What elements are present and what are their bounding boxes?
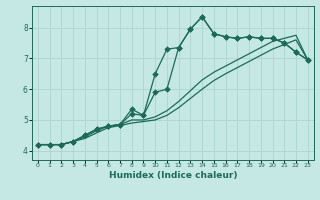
X-axis label: Humidex (Indice chaleur): Humidex (Indice chaleur) bbox=[108, 171, 237, 180]
